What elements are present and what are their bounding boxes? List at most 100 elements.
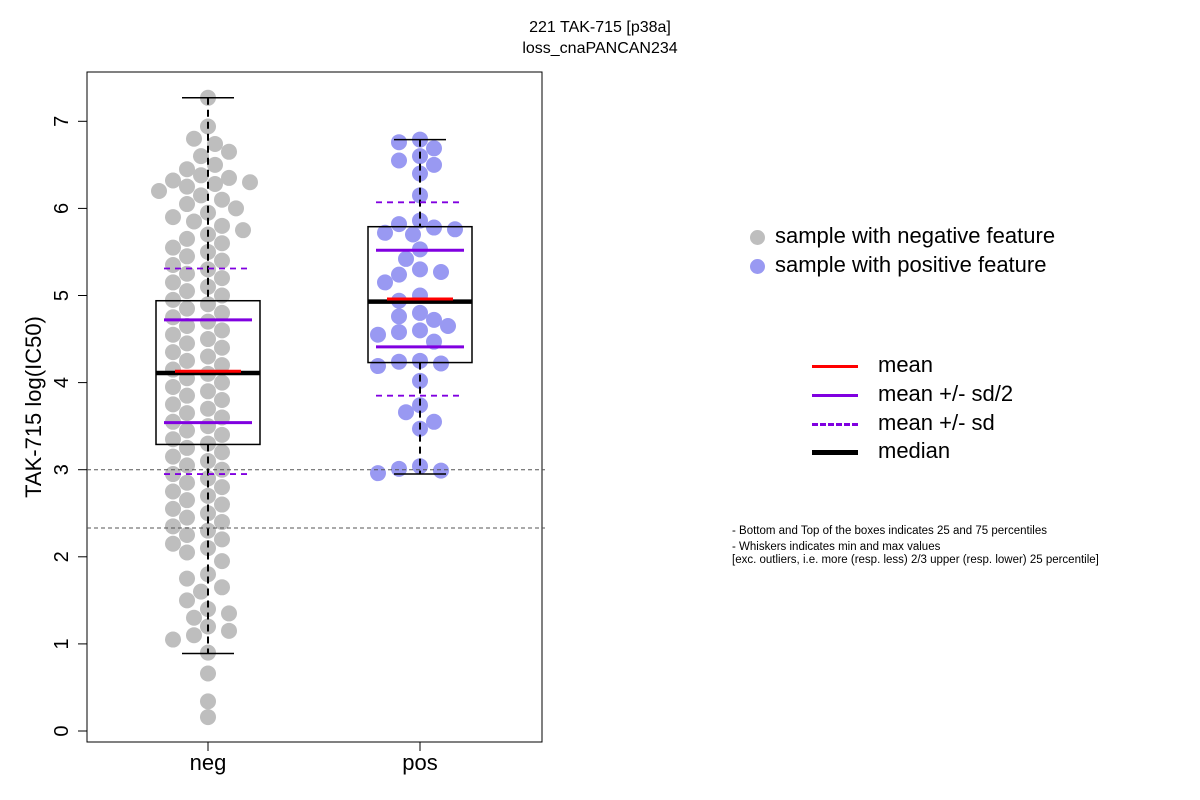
y-tick-label: 2 [51, 551, 73, 562]
box-pos [367, 225, 473, 364]
data-point-neg [179, 405, 195, 422]
data-point-neg [221, 169, 237, 186]
data-point-neg [165, 448, 181, 465]
data-point-neg [200, 693, 216, 710]
points-layer [151, 89, 463, 726]
data-point-pos [391, 353, 407, 370]
data-point-neg [200, 601, 216, 618]
data-point-neg [200, 540, 216, 557]
legend-item-sd: mean +/- sd [812, 410, 995, 436]
data-point-neg [193, 583, 209, 600]
data-point-neg [214, 191, 230, 208]
data-point-neg [200, 418, 216, 435]
data-point-pos [391, 266, 407, 283]
data-point-pos [412, 304, 428, 321]
data-point-neg [214, 513, 230, 530]
data-point-neg [179, 527, 195, 544]
data-point-pos [412, 165, 428, 182]
legend-marker-positive [750, 258, 765, 274]
y-tick-label: 4 [51, 377, 73, 388]
data-point-neg [200, 243, 216, 260]
data-point-neg [214, 553, 230, 570]
data-point-neg [214, 339, 230, 356]
data-point-neg [179, 283, 195, 300]
data-point-neg [200, 665, 216, 682]
data-point-neg [165, 518, 181, 535]
data-point-neg [179, 196, 195, 213]
data-point-neg [214, 374, 230, 391]
y-tick-label: 3 [51, 464, 73, 475]
data-point-neg [214, 496, 230, 513]
data-point-neg [214, 479, 230, 496]
data-point-pos [405, 226, 421, 243]
data-point-pos [398, 404, 414, 421]
data-point-neg [200, 400, 216, 417]
data-point-pos [391, 460, 407, 477]
legend-marker-negative [750, 229, 765, 245]
data-point-neg [179, 457, 195, 474]
data-point-neg [179, 317, 195, 334]
data-point-neg [165, 257, 181, 274]
data-point-neg [200, 331, 216, 348]
legend-label-mean: mean [878, 352, 934, 377]
data-point-neg [214, 235, 230, 252]
data-point-neg [186, 609, 202, 626]
plot-frame [86, 71, 543, 743]
data-point-pos [426, 140, 442, 157]
data-point-pos [391, 152, 407, 169]
data-point-neg [214, 579, 230, 596]
data-point-neg [214, 304, 230, 321]
data-point-pos [426, 219, 442, 236]
data-point-pos [398, 250, 414, 267]
data-point-pos [440, 317, 456, 334]
data-point-neg [228, 200, 244, 217]
data-point-neg [179, 592, 195, 609]
data-point-neg [193, 167, 209, 184]
data-point-pos [391, 134, 407, 151]
legend-line-median [812, 449, 858, 455]
data-point-pos [426, 156, 442, 173]
data-point-neg [193, 148, 209, 165]
data-point-neg [165, 239, 181, 256]
data-point-pos [426, 413, 442, 430]
data-point-neg [200, 278, 216, 295]
y-tick-label: 5 [51, 290, 73, 301]
data-point-pos [412, 187, 428, 204]
data-point-neg [207, 156, 223, 173]
data-point-pos [412, 212, 428, 229]
data-point-neg [165, 500, 181, 517]
data-point-neg [165, 483, 181, 500]
data-point-neg [165, 535, 181, 552]
data-point-neg [165, 431, 181, 448]
data-point-neg [179, 509, 195, 526]
data-point-neg [179, 265, 195, 282]
data-point-neg [179, 474, 195, 491]
data-point-neg [200, 348, 216, 365]
data-point-neg [165, 291, 181, 308]
data-point-pos [412, 322, 428, 339]
data-point-neg [165, 466, 181, 483]
data-point-neg [193, 187, 209, 204]
data-point-pos [391, 324, 407, 341]
data-point-neg [179, 335, 195, 352]
data-point-pos [370, 465, 386, 482]
data-point-neg [179, 387, 195, 404]
data-point-neg [214, 252, 230, 269]
note-outliers: [exc. outliers, i.e. more (resp. less) 2… [732, 554, 1099, 566]
data-point-neg [186, 130, 202, 147]
legend-line-half-sd [812, 393, 858, 397]
data-point-neg [165, 631, 181, 648]
data-point-neg [221, 605, 237, 622]
legend-item-median: median [812, 438, 950, 464]
data-point-neg [221, 143, 237, 160]
x-tick-label: pos [402, 750, 437, 775]
data-point-pos [412, 352, 428, 369]
data-point-neg [165, 396, 181, 413]
data-point-neg [179, 492, 195, 509]
data-point-neg [214, 217, 230, 234]
y-tick-label: 7 [51, 116, 73, 127]
data-point-neg [207, 135, 223, 152]
data-point-neg [186, 213, 202, 230]
data-point-neg [200, 383, 216, 400]
